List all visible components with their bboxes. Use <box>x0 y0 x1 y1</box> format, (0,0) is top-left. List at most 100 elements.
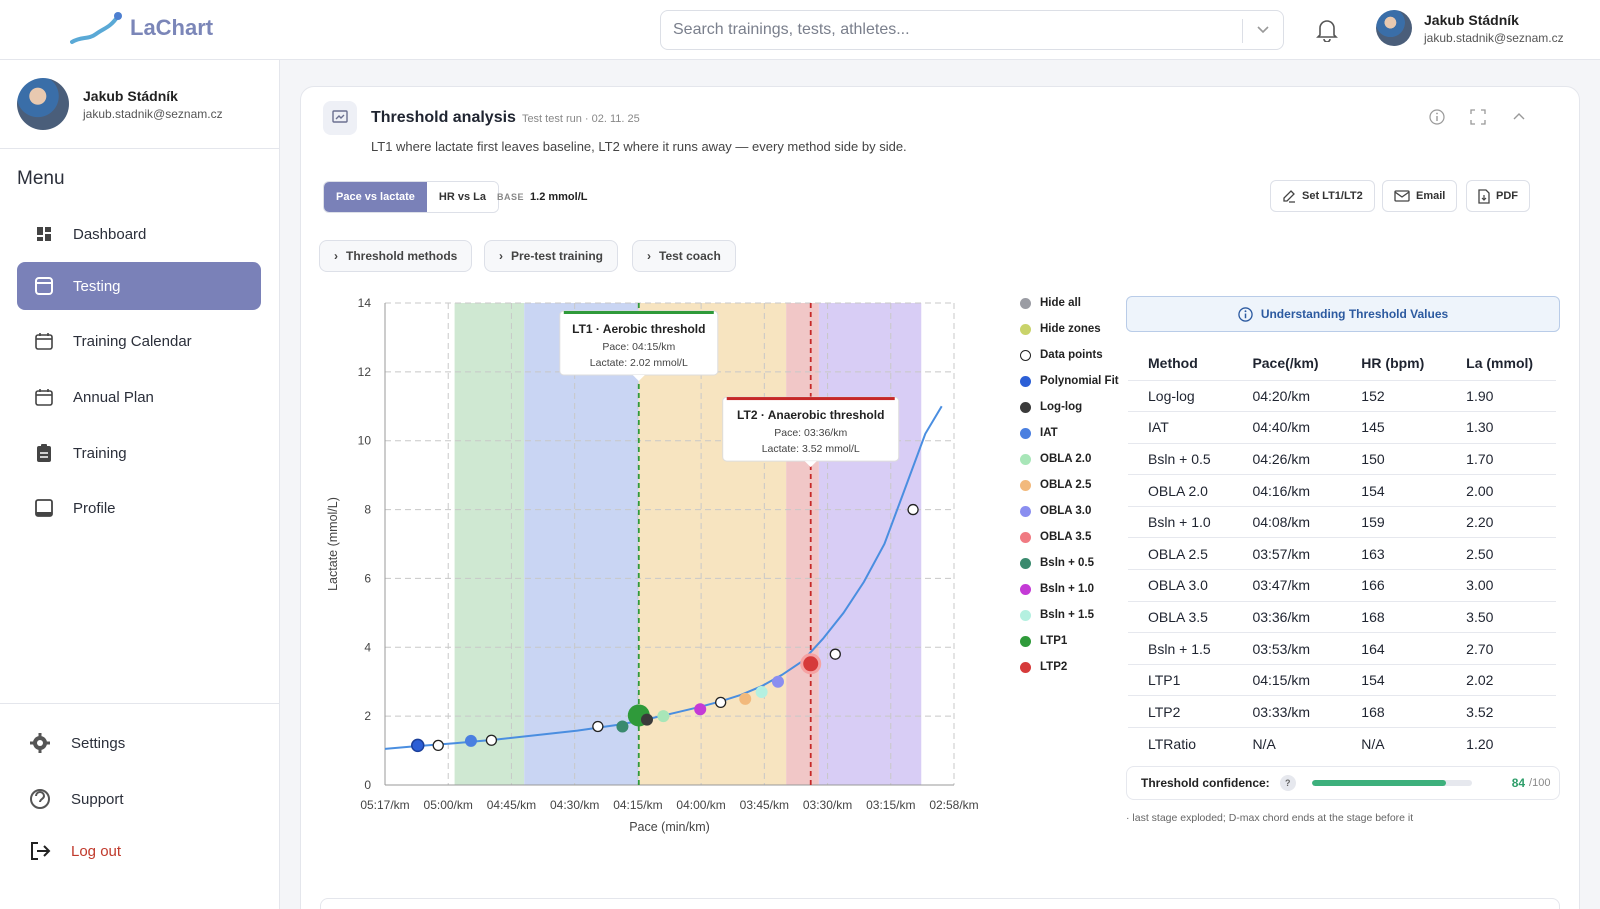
threshold-marker <box>657 710 670 723</box>
legend-item[interactable]: IAT <box>1020 420 1119 446</box>
legend-item[interactable]: OBLA 2.0 <box>1020 446 1119 472</box>
sidebar-item-label: Annual Plan <box>73 388 154 406</box>
pdf-label: PDF <box>1496 190 1518 202</box>
table-cell: 163 <box>1341 537 1447 570</box>
help-icon[interactable]: ? <box>1279 775 1296 791</box>
info-icon[interactable] <box>1429 109 1445 125</box>
baseline-value: BASE 1.2 mmol/L <box>497 191 587 203</box>
threshold-methods-toggle[interactable]: › Threshold methods <box>319 240 473 272</box>
understanding-threshold-button[interactable]: Understanding Threshold Values <box>1126 296 1560 332</box>
sidebar-item-support[interactable]: Support <box>17 775 261 823</box>
confidence-value: 84 <box>1511 776 1526 790</box>
legend-swatch <box>1020 453 1031 465</box>
search-input[interactable] <box>673 21 1233 39</box>
legend-label: Bsln + 1.5 <box>1040 609 1095 621</box>
y-tick-label: 10 <box>358 434 372 448</box>
table-header-row: Method Pace(/km) HR (bpm) La (mmol) <box>1128 346 1556 380</box>
zone-band <box>454 303 525 785</box>
col-header: Method <box>1148 354 1198 371</box>
y-tick-label: 8 <box>364 503 371 517</box>
info-box-label: Understanding Threshold Values <box>1260 307 1449 321</box>
table-row: LTP1 04:15/km 154 2.02 <box>1128 663 1556 696</box>
legend-item[interactable]: LTP2 <box>1020 654 1119 680</box>
table-cell: OBLA 3.0 <box>1128 569 1233 602</box>
sidebar-item-annual-plan[interactable]: Annual Plan <box>17 373 261 421</box>
logout-icon <box>29 840 51 862</box>
table-cell: N/A <box>1232 727 1342 760</box>
tab-pace-vs-lactate[interactable]: Pace vs lactate <box>324 182 427 212</box>
sidebar-item-training[interactable]: Training <box>17 429 261 477</box>
table-cell: 154 <box>1341 474 1447 507</box>
baseline-number: 1.2 mmol/L <box>530 191 588 203</box>
sidebar-item-settings[interactable]: Settings <box>17 719 261 767</box>
app-logo[interactable]: LaChart <box>70 10 213 46</box>
legend-item[interactable]: Data points <box>1020 342 1119 368</box>
legend-item[interactable]: Bsln + 1.0 <box>1020 576 1119 602</box>
sidebar-item-logout[interactable]: Log out <box>17 827 261 875</box>
data-point <box>829 648 841 660</box>
legend-label: OBLA 2.0 <box>1040 453 1092 465</box>
legend-item[interactable]: Bsln + 1.5 <box>1020 602 1119 628</box>
set-lt-button[interactable]: Set LT1/LT2 <box>1270 180 1375 212</box>
bell-icon[interactable] <box>1316 18 1338 42</box>
legend-item[interactable]: Bsln + 0.5 <box>1020 550 1119 576</box>
page-title: Threshold analysis Test test run · 02. 11… <box>371 109 640 127</box>
chevron-down-icon[interactable] <box>1255 21 1271 37</box>
tooltip-title: LT1 · Aerobic threshold <box>572 322 705 336</box>
y-tick-label: 4 <box>364 640 371 654</box>
chevron-up-icon[interactable] <box>1511 109 1527 125</box>
table-cell: IAT <box>1128 411 1233 444</box>
legend-item[interactable]: Log-log <box>1020 394 1119 420</box>
pre-test-training-toggle[interactable]: › Pre-test training <box>484 240 619 272</box>
email-button[interactable]: Email <box>1382 180 1458 212</box>
baseline-label: BASE <box>497 192 525 202</box>
search-box[interactable] <box>660 10 1284 50</box>
legend-item[interactable]: OBLA 3.0 <box>1020 498 1119 524</box>
sidebar-item-label: Log out <box>71 842 122 860</box>
view-toggle[interactable]: Pace vs lactate HR vs La <box>323 181 499 213</box>
sidebar-item-dashboard[interactable]: Dashboard <box>17 210 261 258</box>
legend-label: Bsln + 0.5 <box>1040 557 1095 569</box>
calendar-icon <box>35 332 53 350</box>
sidebar-user[interactable]: Jakub Stádník jakub.stadnik@seznam.cz <box>17 78 223 130</box>
pill-label: Threshold methods <box>346 249 458 263</box>
divider <box>0 703 280 704</box>
sidebar-item-training-calendar[interactable]: Training Calendar <box>17 317 261 365</box>
threshold-marker <box>464 734 477 747</box>
lactate-chart[interactable]: 0 2 4 6 8 10 12 14 05:17/km 05:00/km 04:45/km 04:30… <box>320 290 1010 855</box>
zone-band <box>638 303 787 785</box>
table-row: Log-log 04:20/km 152 1.90 <box>1128 379 1556 412</box>
legend-label: Data points <box>1040 349 1103 361</box>
sidebar-item-label: Training Calendar <box>73 332 192 350</box>
sidebar-item-testing[interactable]: Testing <box>17 262 261 310</box>
legend-item[interactable]: Hide all <box>1020 290 1119 316</box>
expand-icon[interactable] <box>1470 109 1486 125</box>
sidebar-item-profile[interactable]: Profile <box>17 484 261 532</box>
chevron-right-icon: › <box>334 249 338 263</box>
table-cell: 04:40/km <box>1232 411 1342 444</box>
pdf-button[interactable]: PDF <box>1466 180 1530 212</box>
threshold-marker <box>800 653 822 675</box>
threshold-marker <box>755 686 768 699</box>
test-coach-toggle[interactable]: › Test coach <box>632 240 736 272</box>
legend-swatch <box>1020 531 1031 543</box>
threshold-confidence: Threshold confidence: ? 84 /100 <box>1126 766 1560 800</box>
x-tick-label: 03:30/km <box>803 798 852 812</box>
calendar-icon <box>35 388 53 406</box>
legend-item[interactable]: OBLA 3.5 <box>1020 524 1119 550</box>
legend-item[interactable]: OBLA 2.5 <box>1020 472 1119 498</box>
file-download-icon <box>1478 188 1490 204</box>
legend-swatch <box>1020 661 1031 673</box>
table-cell: 168 <box>1341 600 1447 633</box>
legend-item[interactable]: Polynomial Fit <box>1020 368 1119 394</box>
legend-item[interactable]: Hide zones <box>1020 316 1119 342</box>
tooltip-pointer <box>804 461 817 468</box>
table-cell: 3.00 <box>1446 569 1556 602</box>
tab-hr-vs-la[interactable]: HR vs La <box>426 182 498 212</box>
table-cell: 159 <box>1341 505 1447 538</box>
table-cell: 2.02 <box>1446 663 1556 696</box>
table-cell: OBLA 2.5 <box>1128 537 1233 570</box>
user-menu[interactable]: Jakub Stádník jakub.stadnik@seznam.cz <box>1376 10 1564 46</box>
col-header: La (mmol) <box>1466 354 1534 371</box>
legend-item[interactable]: LTP1 <box>1020 628 1119 654</box>
